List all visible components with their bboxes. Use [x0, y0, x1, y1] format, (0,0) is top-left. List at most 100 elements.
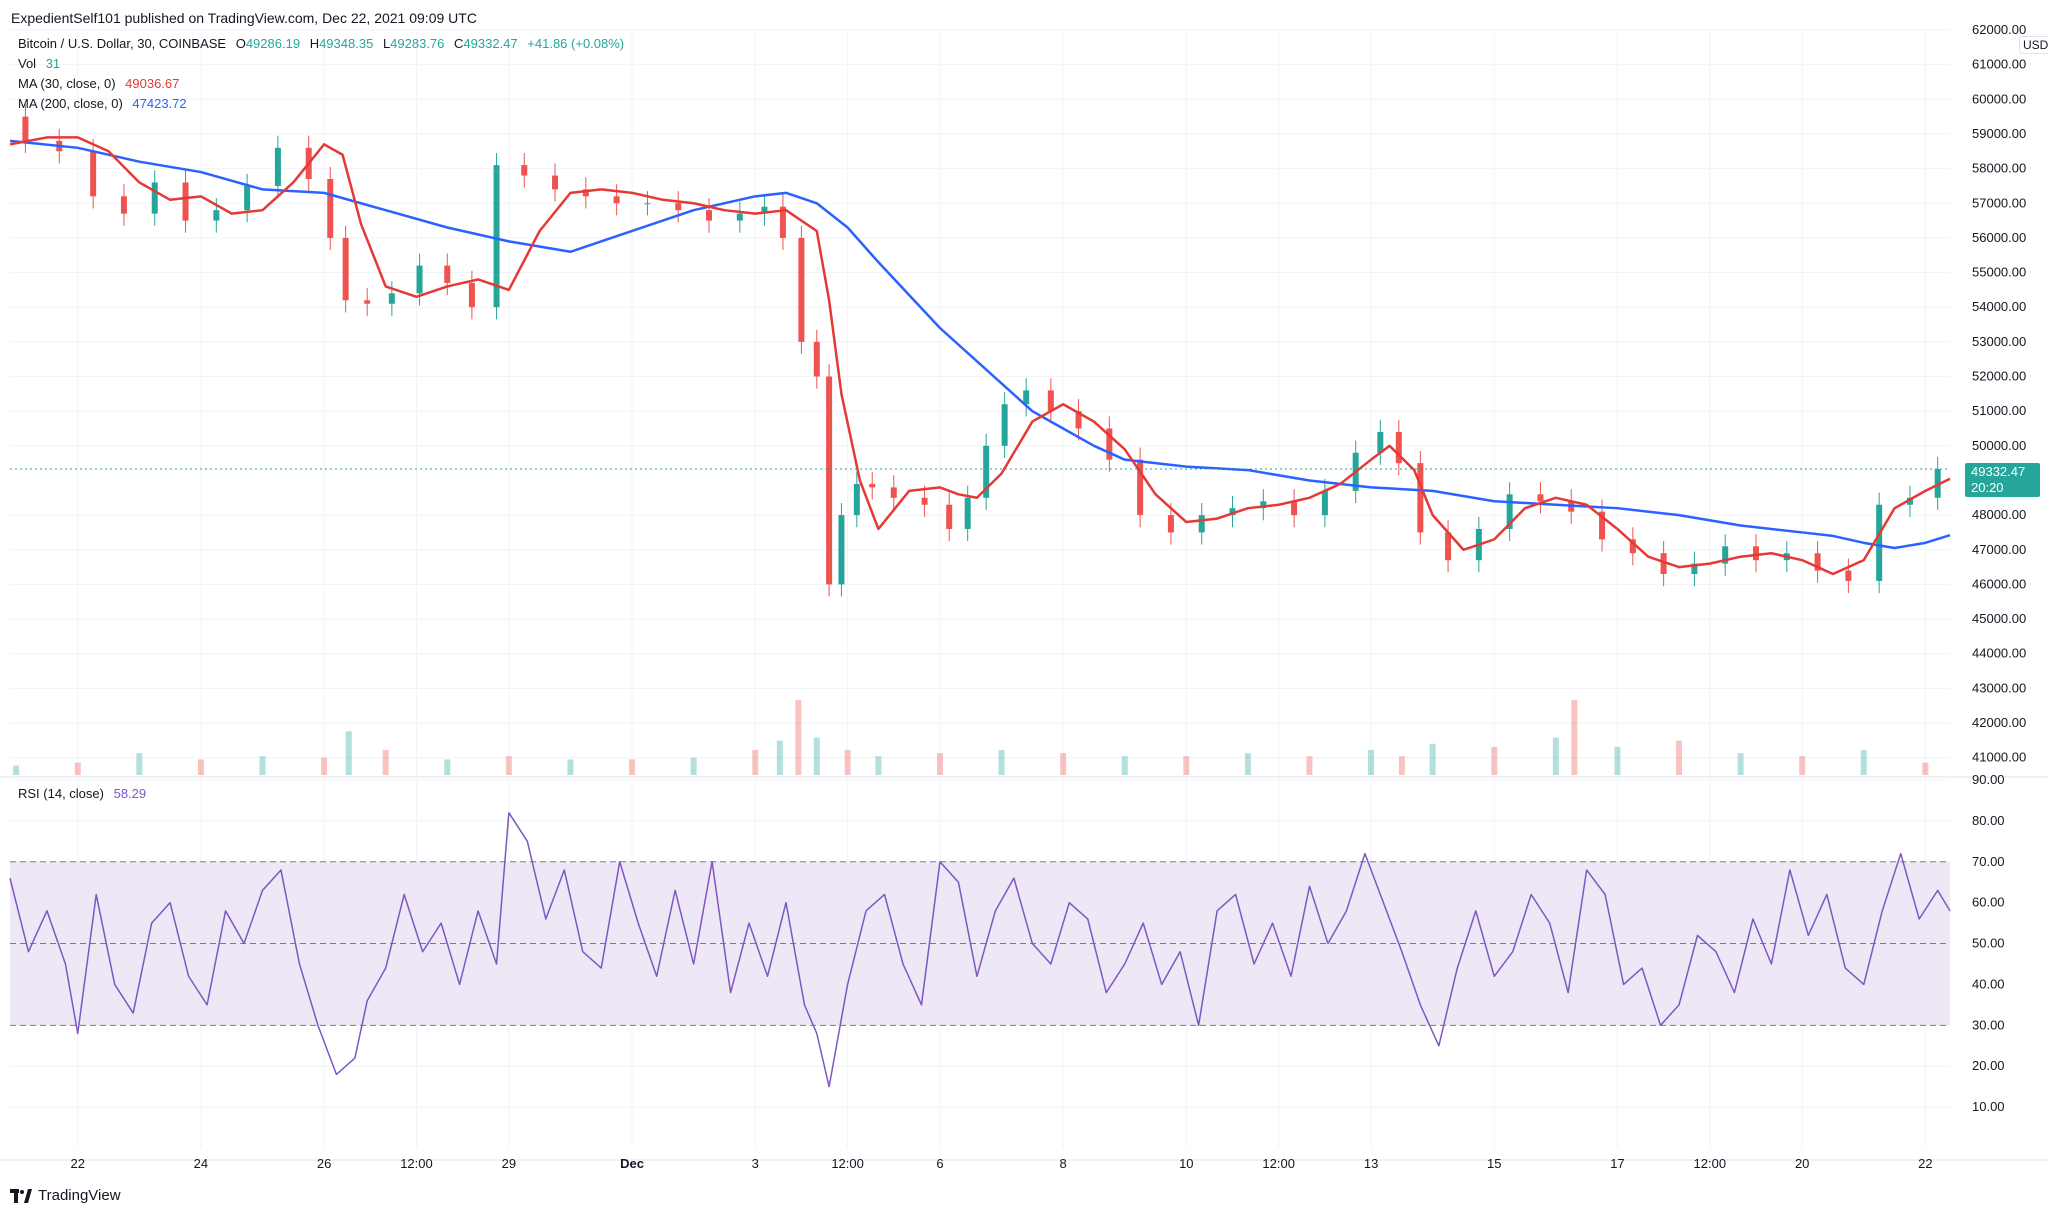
rsi-tick-label: 90.00 — [1972, 772, 2005, 787]
volume-bar — [259, 756, 266, 775]
high-label: H — [309, 36, 320, 51]
volume-bar — [1121, 756, 1128, 775]
price-tick-label: 60000.00 — [1972, 91, 2026, 106]
candle-body — [90, 151, 97, 197]
candle-body — [890, 487, 897, 498]
rsi-tick-label: 30.00 — [1972, 1017, 2005, 1032]
candle-body — [416, 265, 423, 294]
candle-body — [151, 182, 158, 214]
time-tick-label: 22 — [71, 1156, 85, 1171]
current-price-tag: 49332.47 20:20 — [1965, 463, 2040, 497]
candle-body — [1023, 390, 1030, 405]
current-price-value: 49332.47 — [1971, 464, 2026, 479]
volume-bar — [813, 737, 820, 775]
candle-body — [1814, 553, 1821, 571]
candle-body — [1229, 508, 1236, 516]
price-tick-label: 59000.00 — [1972, 126, 2026, 141]
price-tick-label: 47000.00 — [1972, 542, 2026, 557]
volume-bar — [505, 756, 512, 775]
candle-body — [493, 165, 500, 308]
candle-body — [1537, 494, 1544, 502]
candle-body — [1506, 494, 1513, 529]
legend-ma200-row: MA (200, close, 0) 47423.72 — [18, 96, 193, 111]
volume-bar — [444, 759, 451, 775]
volume-bar — [936, 753, 943, 775]
rsi-tick-label: 80.00 — [1972, 813, 2005, 828]
price-tick-label: 56000.00 — [1972, 230, 2026, 245]
candle-body — [779, 206, 786, 238]
low-value: 49283.76 — [390, 36, 445, 51]
legend-volume-row: Vol 31 — [18, 56, 66, 71]
close-label: C — [454, 36, 464, 51]
volume-bar — [1571, 700, 1578, 775]
candle-body — [1395, 431, 1402, 464]
candle-body — [1075, 411, 1082, 429]
rsi-tick-label: 10.00 — [1972, 1099, 2005, 1114]
candle-body — [706, 210, 713, 221]
indicator-lines — [9, 136, 1951, 1088]
price-tick-label: 48000.00 — [1972, 507, 2026, 522]
time-tick-label: 29 — [502, 1156, 516, 1171]
footer-brand[interactable]: TradingView — [10, 1187, 121, 1204]
volume-bar — [1737, 753, 1744, 775]
volume-label: Vol — [18, 56, 37, 71]
volume-bar — [567, 759, 574, 775]
time-tick-label: 20 — [1795, 1156, 1809, 1171]
volume-bar — [197, 759, 204, 775]
ma200-value: 47423.72 — [132, 96, 187, 111]
time-tick-label: 13 — [1364, 1156, 1378, 1171]
legend-symbol-row: Bitcoin / U.S. Dollar, 30, COINBASE O492… — [18, 36, 630, 51]
rsi-tick-label: 70.00 — [1972, 854, 2005, 869]
price-tick-label: 43000.00 — [1972, 680, 2026, 695]
ma30-line — [9, 136, 1951, 576]
time-tick-label: 12:00 — [1262, 1156, 1295, 1171]
candle-body — [1321, 490, 1328, 516]
candle-body — [869, 483, 876, 488]
candle-body — [120, 196, 127, 214]
volume-bar — [382, 750, 389, 775]
volume-bar — [998, 750, 1005, 775]
candle-body — [213, 210, 220, 221]
price-tick-label: 45000.00 — [1972, 611, 2026, 626]
candle-body — [1660, 553, 1667, 575]
rsi-value: 58.29 — [113, 786, 147, 801]
close-value: 49332.47 — [463, 36, 518, 51]
candle-body — [983, 445, 990, 498]
volume-bar — [629, 759, 636, 775]
candle-body — [552, 175, 559, 190]
volume-bar — [1398, 756, 1405, 775]
volume-bar — [1368, 750, 1375, 775]
candle-body — [1599, 511, 1606, 540]
currency-button[interactable]: USD — [2019, 36, 2048, 54]
volume-bar — [1060, 753, 1067, 775]
candle-body — [364, 300, 371, 304]
volume-bar — [345, 731, 352, 775]
volume-bar — [795, 700, 802, 775]
symbol-name: Bitcoin / U.S. Dollar, 30, COINBASE — [18, 36, 227, 51]
candle-body — [826, 376, 833, 585]
candle-body — [736, 213, 743, 221]
time-tick-label: 24 — [194, 1156, 208, 1171]
candle-body — [1876, 504, 1883, 581]
volume-bar — [13, 765, 20, 775]
volume-bar — [321, 757, 328, 775]
rsi-band — [10, 861, 1950, 1026]
candle-body — [798, 237, 805, 342]
candle-body — [1260, 501, 1267, 509]
price-tick-label: 51000.00 — [1972, 403, 2026, 418]
candle-body — [468, 282, 475, 308]
price-tick-label: 52000.00 — [1972, 369, 2026, 384]
brand-name: TradingView — [38, 1187, 121, 1204]
volume-bar — [1244, 753, 1251, 775]
candle-body — [1167, 515, 1174, 533]
price-tick-label: 61000.00 — [1972, 57, 2026, 72]
candle-body — [388, 293, 395, 304]
volume-bar — [776, 740, 783, 775]
rsi-label: RSI (14, close) — [18, 786, 104, 801]
candle-body — [1845, 570, 1852, 581]
volume-bar — [1922, 762, 1929, 775]
time-tick-label: 12:00 — [1694, 1156, 1727, 1171]
bar-countdown: 20:20 — [1971, 480, 2004, 495]
